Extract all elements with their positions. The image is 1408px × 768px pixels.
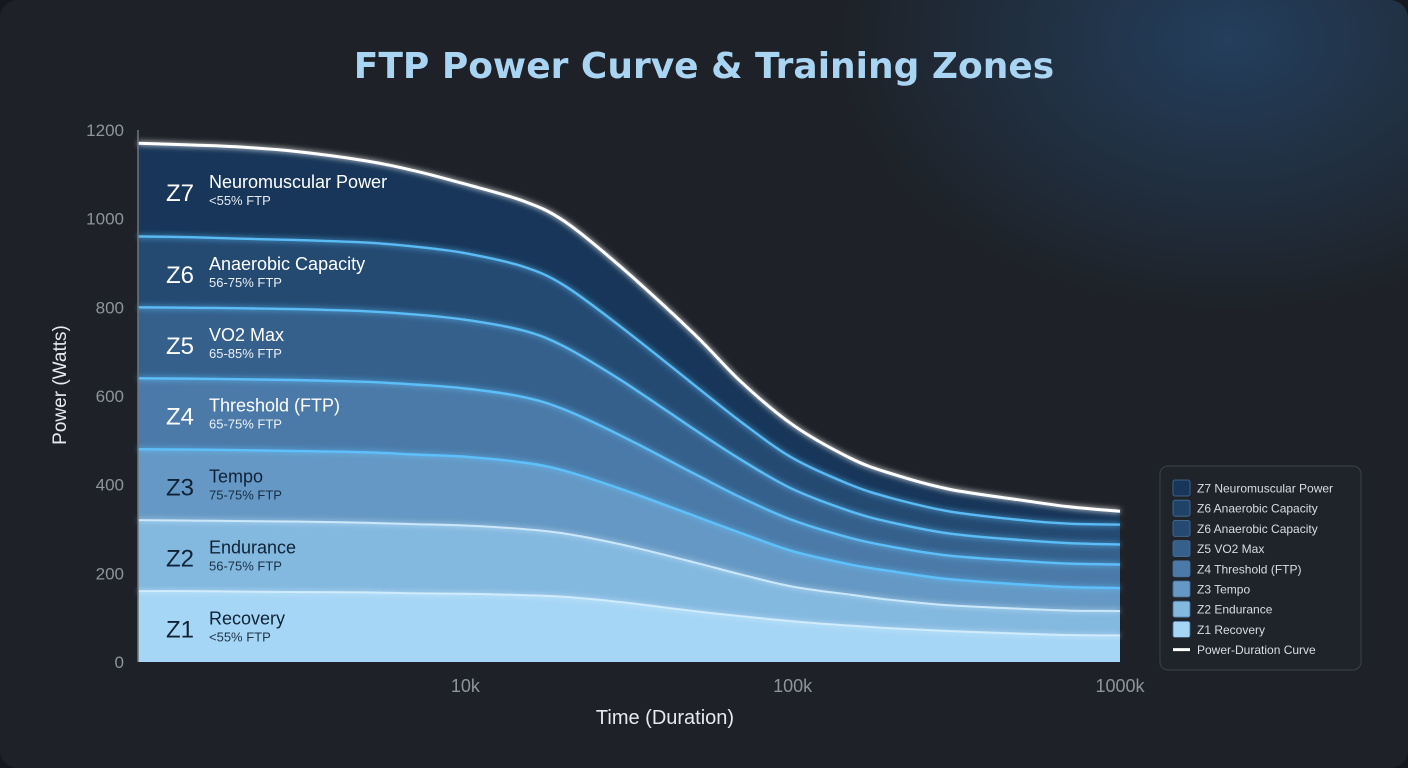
legend-label: Z7 Neuromuscular Power xyxy=(1197,482,1333,496)
legend-item: Z7 Neuromuscular Power xyxy=(1172,479,1333,497)
legend-swatch xyxy=(1172,600,1191,618)
legend-swatch xyxy=(1172,621,1191,638)
zone-name: Anaerobic Capacity xyxy=(209,254,365,274)
zone-label-z4: Z4 Threshold (FTP)65-75% FTP xyxy=(166,396,340,432)
y-tick-label: 400 xyxy=(96,476,124,495)
zone-boundary-z4 xyxy=(137,377,1121,566)
zone-label-z1: Z1 Recovery<55% FTP xyxy=(166,609,285,645)
legend-label: Z2 Endurance xyxy=(1197,603,1273,617)
zone-range: 56-75% FTP xyxy=(209,559,282,574)
legend-item: Z3 Tempo xyxy=(1172,580,1250,598)
power-duration-curve xyxy=(137,141,1121,513)
zone-name: Tempo xyxy=(209,467,263,487)
legend-item: Z2 Endurance xyxy=(1172,600,1273,618)
zone-id: Z4 xyxy=(166,404,194,431)
y-axis-label: Power (Watts) xyxy=(50,325,71,445)
y-tick-label: 200 xyxy=(96,564,124,583)
y-tick-label: 0 xyxy=(115,653,124,672)
zone-name: VO2 Max xyxy=(209,325,284,345)
zone-range: 65-85% FTP xyxy=(209,346,282,361)
zone-area-z1 xyxy=(138,591,1120,662)
legend-label: Z5 VO2 Max xyxy=(1197,542,1264,556)
legend-swatch xyxy=(1172,540,1191,557)
x-axis-label: Time (Duration) xyxy=(596,707,734,729)
zone-boundary-z2 xyxy=(137,519,1121,612)
zone-label-z7: Z7 Neuromuscular Power<55% FTP xyxy=(166,172,387,208)
zone-name: Endurance xyxy=(209,538,296,558)
zone-range: <55% FTP xyxy=(209,193,271,208)
zone-id: Z3 xyxy=(166,475,194,502)
legend-label: Z6 Anaerobic Capacity xyxy=(1197,502,1318,516)
legend-swatch xyxy=(1172,520,1191,537)
x-tick-label: 10k xyxy=(451,676,481,696)
legend-swatch xyxy=(1172,560,1191,578)
legend-swatch xyxy=(1172,479,1191,497)
y-tick-label: 1200 xyxy=(86,121,124,140)
chart-title: FTP Power Curve & Training Zones xyxy=(354,46,1055,87)
legend-item: Power-Duration Curve xyxy=(1173,643,1316,657)
legend-label: Z3 Tempo xyxy=(1197,583,1250,597)
y-tick-label: 600 xyxy=(96,387,124,406)
zone-id: Z1 xyxy=(166,617,194,644)
legend-swatch xyxy=(1172,580,1191,598)
legend-item: Z6 Anaerobic Capacity xyxy=(1172,499,1318,517)
zone-boundary-z5 xyxy=(137,306,1121,546)
zone-range: 75-75% FTP xyxy=(209,488,282,503)
zone-name: Neuromuscular Power xyxy=(209,172,387,192)
legend: Z7 Neuromuscular Power Z6 Anaerobic Capac… xyxy=(1159,465,1362,671)
legend-label: Z6 Anaerobic Capacity xyxy=(1197,522,1318,536)
legend-item: Z5 VO2 Max xyxy=(1172,540,1264,557)
zone-name: Recovery xyxy=(209,609,285,629)
legend-box xyxy=(1159,465,1362,671)
y-tick-label: 1000 xyxy=(86,210,124,229)
zone-boundaries xyxy=(137,141,1121,637)
legend-item: Z4 Threshold (FTP) xyxy=(1172,560,1301,578)
zone-range: 65-75% FTP xyxy=(209,417,282,432)
zone-name: Threshold (FTP) xyxy=(209,396,340,416)
legend-label: Z1 Recovery xyxy=(1197,623,1265,637)
zone-id: Z2 xyxy=(166,546,194,573)
legend-label: Power-Duration Curve xyxy=(1197,643,1316,657)
zone-areas xyxy=(138,143,1120,663)
y-tick-label: 800 xyxy=(96,298,124,317)
zone-boundary-z1 xyxy=(137,590,1121,637)
x-tick-label: 1000k xyxy=(1095,676,1145,696)
legend-swatch xyxy=(1172,499,1191,517)
zone-range: 56-75% FTP xyxy=(209,275,282,290)
zone-id: Z7 xyxy=(166,180,194,207)
legend-item: Z1 Recovery xyxy=(1172,621,1265,638)
legend-label: Z4 Threshold (FTP) xyxy=(1197,562,1301,576)
zone-boundary-z3 xyxy=(137,448,1121,590)
axis-ticks: 0 200 400 600 800 1000 1200 10k 100k 1000k xyxy=(86,121,1145,696)
zone-id: Z6 xyxy=(166,262,194,289)
x-tick-label: 100k xyxy=(773,676,813,696)
zone-id: Z5 xyxy=(166,333,194,360)
zone-range: <55% FTP xyxy=(209,630,271,645)
legend-item: Z6 Anaerobic Capacity xyxy=(1172,520,1318,537)
zone-boundary-z6 xyxy=(137,235,1121,526)
